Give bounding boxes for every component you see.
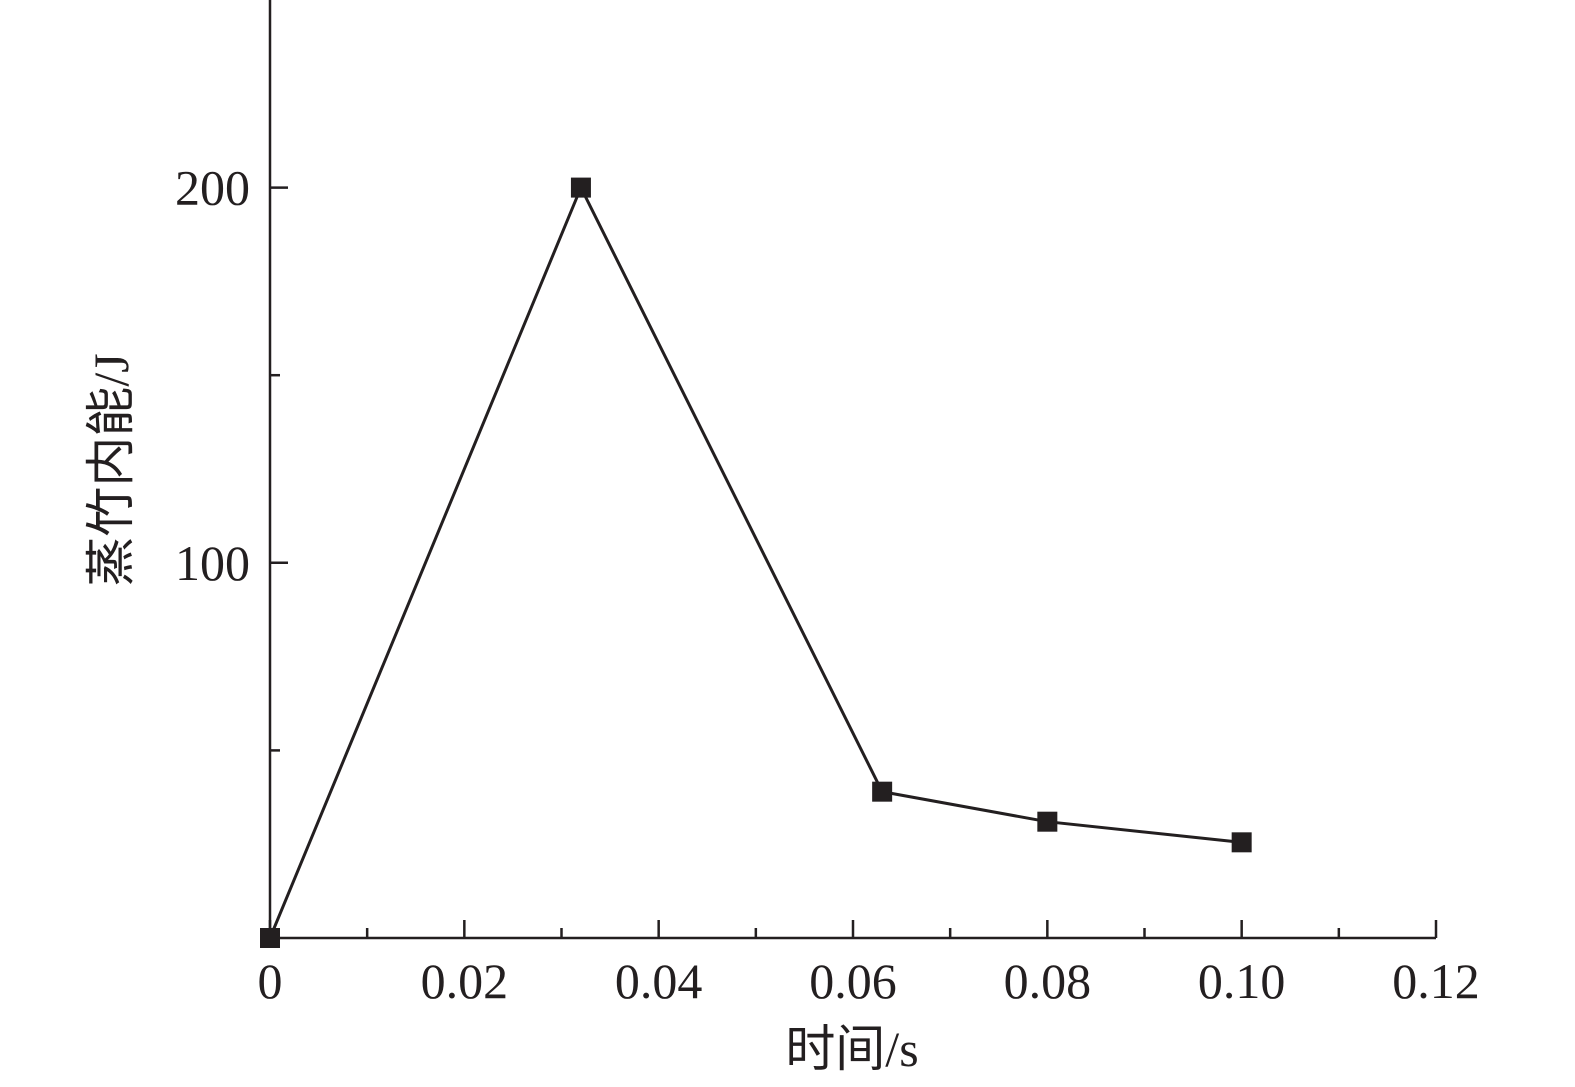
x-tick-label: 0 (258, 953, 283, 1009)
line (268, 183, 1242, 939)
x-tick-label: 0.04 (615, 953, 703, 1009)
marker (260, 928, 280, 948)
x-tick-label: 0.06 (809, 953, 897, 1009)
x-tick-label: 0.02 (421, 953, 509, 1009)
y-tick-label: 200 (175, 160, 250, 216)
y-tick-label: 100 (175, 535, 250, 591)
x-axis-title: 时间/s (785, 1021, 918, 1077)
marker (570, 177, 591, 198)
marker (1037, 811, 1058, 832)
marker (872, 781, 893, 802)
x-tick-label: 0.10 (1198, 953, 1286, 1009)
x-tick-label: 0.08 (1004, 953, 1092, 1009)
x-tick-label: 0.12 (1392, 953, 1480, 1009)
y-axis-title: 蒸竹内能/J (83, 353, 139, 586)
marker (1231, 832, 1252, 853)
